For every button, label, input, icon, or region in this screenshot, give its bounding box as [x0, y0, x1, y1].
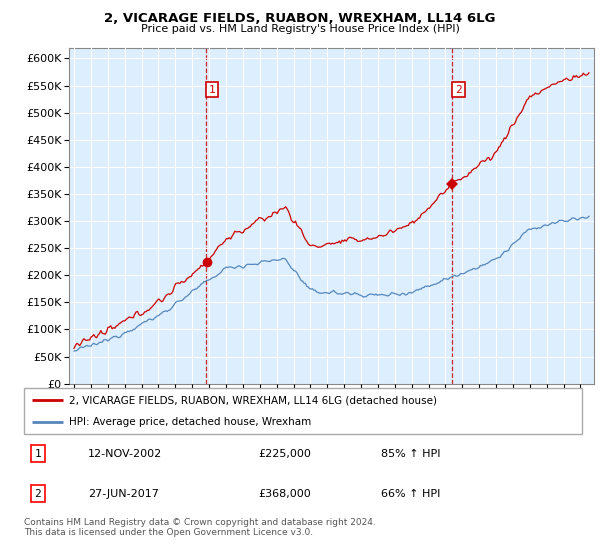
- Text: 2: 2: [455, 85, 462, 95]
- Text: 1: 1: [35, 449, 41, 459]
- Text: 66% ↑ HPI: 66% ↑ HPI: [381, 489, 440, 499]
- Text: 12-NOV-2002: 12-NOV-2002: [88, 449, 163, 459]
- Text: £225,000: £225,000: [259, 449, 311, 459]
- Text: 2, VICARAGE FIELDS, RUABON, WREXHAM, LL14 6LG: 2, VICARAGE FIELDS, RUABON, WREXHAM, LL1…: [104, 12, 496, 25]
- FancyBboxPatch shape: [24, 388, 582, 434]
- Text: £368,000: £368,000: [259, 489, 311, 499]
- Text: 27-JUN-2017: 27-JUN-2017: [88, 489, 159, 499]
- Text: Contains HM Land Registry data © Crown copyright and database right 2024.
This d: Contains HM Land Registry data © Crown c…: [24, 518, 376, 538]
- Text: 1: 1: [209, 85, 215, 95]
- Text: Price paid vs. HM Land Registry's House Price Index (HPI): Price paid vs. HM Land Registry's House …: [140, 24, 460, 34]
- Text: 2, VICARAGE FIELDS, RUABON, WREXHAM, LL14 6LG (detached house): 2, VICARAGE FIELDS, RUABON, WREXHAM, LL1…: [68, 395, 437, 405]
- Text: HPI: Average price, detached house, Wrexham: HPI: Average price, detached house, Wrex…: [68, 417, 311, 427]
- Text: 2: 2: [35, 489, 41, 499]
- Text: 85% ↑ HPI: 85% ↑ HPI: [381, 449, 440, 459]
